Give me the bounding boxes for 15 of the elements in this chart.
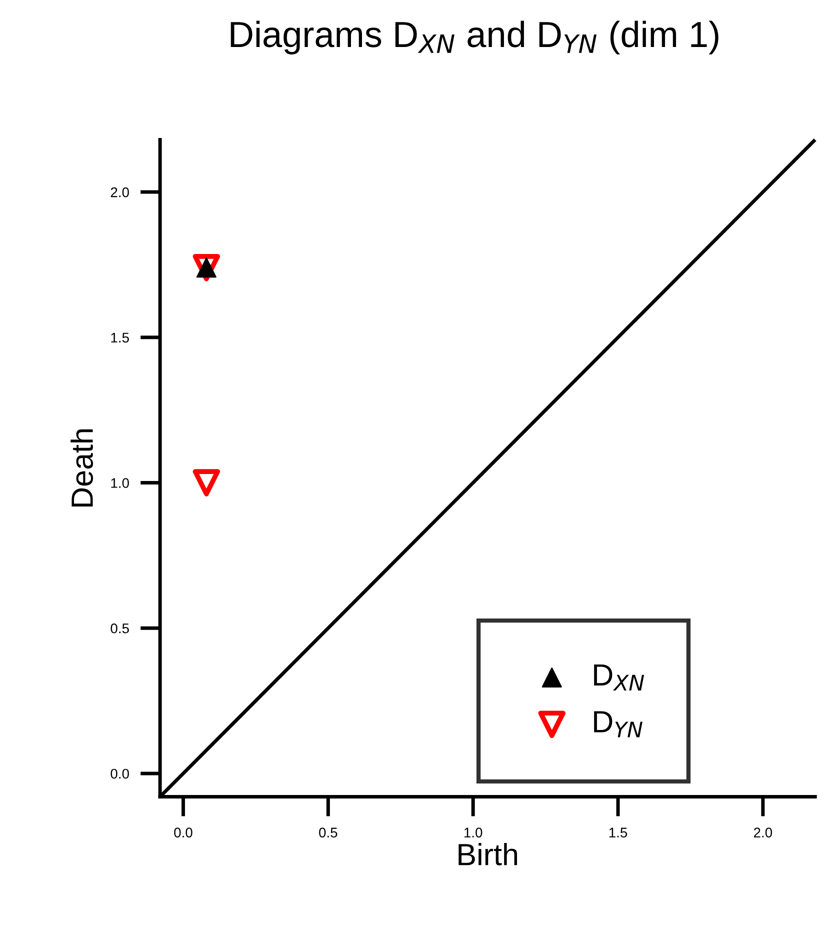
y-axis-title: Death [70,429,94,506]
chart-title: Diagrams D$_{XN}$ and D$_{YN}$ (dim 1) [230,20,718,54]
x-tick-label: 1.5 [609,828,628,838]
x-axis-title: Birth [458,843,518,866]
y-tick-label: 1.5 [111,332,129,343]
x-tick-label: 1.0 [464,828,482,838]
y-tick-label: 1.0 [111,478,129,488]
x-tick-label: 0.5 [319,828,338,838]
x-tick-label: 2.0 [754,828,772,838]
x-tick-label: 0.0 [174,828,192,838]
legend-label: D$_{YN}$ [594,711,642,738]
y-tick-label: 2.0 [110,187,129,198]
y-tick-label: 0.0 [110,768,129,779]
legend-label: D$_{XN}$ [594,664,644,690]
y-tick-label: 0.5 [110,623,129,634]
